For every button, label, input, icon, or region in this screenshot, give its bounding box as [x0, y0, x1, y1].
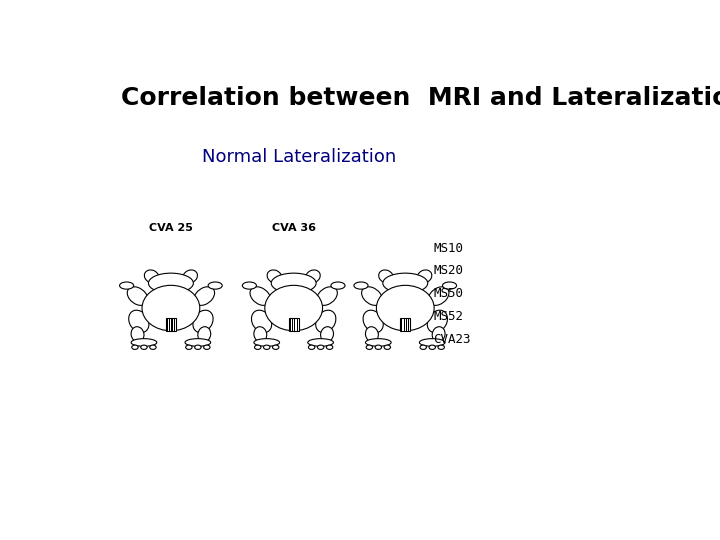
Ellipse shape: [208, 282, 222, 289]
Ellipse shape: [272, 345, 279, 349]
Ellipse shape: [150, 345, 156, 349]
Ellipse shape: [432, 327, 445, 342]
Ellipse shape: [140, 345, 147, 349]
Ellipse shape: [185, 339, 211, 346]
Ellipse shape: [363, 310, 383, 333]
Ellipse shape: [366, 339, 391, 346]
FancyBboxPatch shape: [289, 318, 299, 332]
FancyBboxPatch shape: [292, 319, 293, 330]
Ellipse shape: [384, 345, 390, 349]
Ellipse shape: [419, 339, 445, 346]
Ellipse shape: [354, 282, 368, 289]
Ellipse shape: [131, 327, 144, 342]
Ellipse shape: [183, 270, 197, 283]
Ellipse shape: [331, 282, 345, 289]
FancyBboxPatch shape: [174, 319, 175, 330]
Ellipse shape: [254, 339, 279, 346]
FancyBboxPatch shape: [167, 319, 168, 330]
Ellipse shape: [193, 310, 213, 333]
Ellipse shape: [264, 345, 270, 349]
Text: MS20: MS20: [433, 265, 463, 278]
Ellipse shape: [429, 345, 436, 349]
FancyBboxPatch shape: [403, 319, 405, 330]
Text: MS50: MS50: [433, 287, 463, 300]
Ellipse shape: [194, 287, 215, 306]
Ellipse shape: [375, 345, 382, 349]
Text: CVA23: CVA23: [433, 333, 471, 346]
Ellipse shape: [320, 327, 333, 342]
Text: MS10: MS10: [433, 241, 463, 254]
Ellipse shape: [417, 270, 432, 283]
Ellipse shape: [366, 327, 378, 342]
Ellipse shape: [204, 345, 210, 349]
Ellipse shape: [326, 345, 333, 349]
Ellipse shape: [142, 285, 199, 331]
FancyBboxPatch shape: [401, 319, 402, 330]
Ellipse shape: [361, 287, 382, 306]
Ellipse shape: [317, 287, 338, 306]
Ellipse shape: [132, 345, 138, 349]
Ellipse shape: [186, 345, 192, 349]
Ellipse shape: [428, 287, 449, 306]
Text: MS52: MS52: [433, 310, 463, 323]
Ellipse shape: [318, 345, 324, 349]
Ellipse shape: [129, 310, 149, 333]
Ellipse shape: [131, 339, 157, 346]
Ellipse shape: [255, 345, 261, 349]
FancyBboxPatch shape: [408, 319, 409, 330]
Ellipse shape: [379, 270, 393, 283]
Ellipse shape: [420, 345, 426, 349]
Ellipse shape: [377, 285, 434, 331]
Ellipse shape: [198, 327, 211, 342]
Ellipse shape: [315, 310, 336, 333]
FancyBboxPatch shape: [171, 319, 173, 330]
Text: Normal Lateralization: Normal Lateralization: [202, 148, 396, 166]
Ellipse shape: [251, 310, 271, 333]
FancyBboxPatch shape: [289, 319, 291, 330]
FancyBboxPatch shape: [169, 319, 170, 330]
Ellipse shape: [127, 287, 148, 306]
FancyBboxPatch shape: [166, 318, 176, 332]
Ellipse shape: [443, 282, 456, 289]
Ellipse shape: [194, 345, 201, 349]
Ellipse shape: [267, 270, 282, 283]
Text: CVA 25: CVA 25: [149, 223, 193, 233]
Ellipse shape: [120, 282, 134, 289]
Ellipse shape: [305, 270, 320, 283]
Ellipse shape: [308, 345, 315, 349]
Ellipse shape: [243, 282, 256, 289]
Text: CVA 36: CVA 36: [271, 223, 315, 233]
Ellipse shape: [265, 285, 323, 331]
FancyBboxPatch shape: [294, 319, 295, 330]
Ellipse shape: [144, 270, 159, 283]
FancyBboxPatch shape: [400, 318, 410, 332]
Ellipse shape: [254, 327, 266, 342]
Ellipse shape: [427, 310, 447, 333]
Text: Correlation between  MRI and Lateralization: Correlation between MRI and Lateralizati…: [121, 85, 720, 110]
FancyBboxPatch shape: [406, 319, 407, 330]
Ellipse shape: [438, 345, 444, 349]
Ellipse shape: [366, 345, 372, 349]
Ellipse shape: [148, 273, 194, 293]
Ellipse shape: [383, 273, 428, 293]
Ellipse shape: [307, 339, 333, 346]
Ellipse shape: [250, 287, 271, 306]
Ellipse shape: [271, 273, 316, 293]
